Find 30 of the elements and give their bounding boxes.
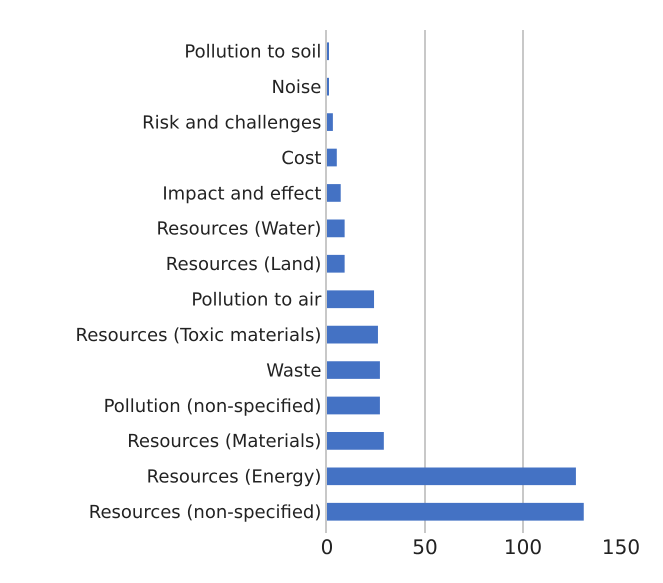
bar <box>327 290 374 308</box>
y-tick-label: Resources (Toxic materials) <box>76 324 322 346</box>
bar <box>327 254 345 273</box>
bar <box>327 396 380 414</box>
bar <box>327 326 378 344</box>
y-tick-label: Resources (Land) <box>166 254 322 276</box>
y-tick-label: Pollution (non-specified) <box>104 396 322 417</box>
bar <box>327 432 384 450</box>
x-tick-label: 100 <box>504 535 542 559</box>
y-tick-label: Waste <box>266 360 322 382</box>
x-tick-label: 50 <box>412 535 438 559</box>
y-tick-label: Resources (non-specified) <box>88 502 322 524</box>
y-tick-label: Impact and effect <box>162 183 322 204</box>
bar <box>327 361 380 379</box>
x-tick-label: 0 <box>320 535 334 559</box>
y-tick-label: Resources (Water) <box>156 218 322 240</box>
y-tick-label: Pollution to air <box>191 290 322 311</box>
bar <box>327 113 333 131</box>
bar <box>327 502 584 521</box>
bar <box>327 148 337 166</box>
y-tick-label: Resources (Energy) <box>146 466 322 488</box>
x-tick-label: 150 <box>602 535 640 559</box>
bar <box>327 467 576 486</box>
y-tick-label: Risk and challenges <box>142 112 322 134</box>
bar <box>327 220 345 238</box>
y-tick-label: Cost <box>281 148 322 169</box>
y-tick-label: Resources (Materials) <box>127 431 322 452</box>
y-tick-label: Pollution to soil <box>184 42 322 63</box>
y-tick-label: Noise <box>271 76 322 98</box>
bar <box>327 184 341 202</box>
